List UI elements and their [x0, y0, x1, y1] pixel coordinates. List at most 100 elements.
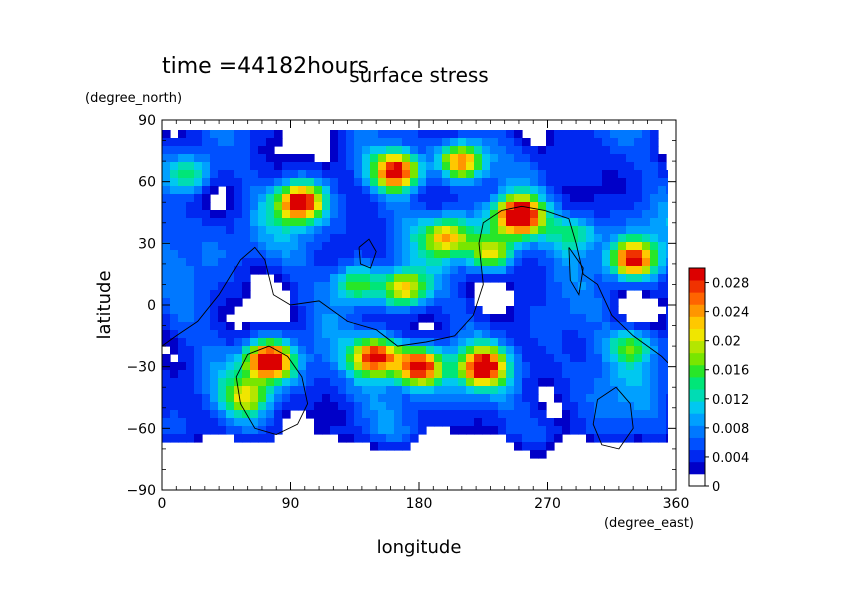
field-cell: [426, 154, 435, 163]
field-cell: [418, 138, 427, 147]
field-cell: [586, 426, 595, 435]
field-cell: [618, 418, 627, 427]
field-cell: [202, 218, 211, 227]
field-cell: [226, 250, 235, 259]
field-cell: [162, 250, 171, 259]
field-cell: [250, 250, 259, 259]
field-cell: [442, 314, 451, 323]
field-cell: [202, 362, 211, 371]
field-cell: [642, 386, 651, 395]
field-cell: [162, 330, 171, 339]
field-cell: [402, 258, 411, 267]
field-cell: [202, 186, 211, 195]
field-cell: [570, 338, 579, 347]
field-cell: [170, 218, 179, 227]
field-cell: [498, 178, 507, 187]
field-cell: [434, 234, 443, 243]
field-cell: [354, 226, 363, 235]
field-cell: [458, 362, 467, 371]
field-cell: [530, 186, 539, 195]
field-cell: [346, 162, 355, 171]
field-cell: [450, 370, 459, 379]
field-cell: [322, 194, 331, 203]
field-cell: [162, 266, 171, 275]
x-tick-label: 360: [663, 496, 690, 512]
field-cell: [642, 354, 651, 363]
field-cell: [394, 154, 403, 163]
field-cell: [410, 410, 419, 419]
field-cell: [562, 298, 571, 307]
field-cell: [450, 338, 459, 347]
field-cell: [242, 162, 251, 171]
field-cell: [666, 338, 668, 347]
field-cell: [586, 330, 595, 339]
field-cell: [218, 410, 227, 419]
field-cell: [530, 178, 539, 187]
field-cell: [178, 330, 187, 339]
field-cell: [410, 202, 419, 211]
field-cell: [242, 186, 251, 195]
field-cell: [170, 378, 179, 387]
field-cell: [426, 346, 435, 355]
field-cell: [234, 226, 243, 235]
field-cell: [410, 154, 419, 163]
field-cell: [458, 378, 467, 387]
field-cell: [666, 362, 668, 371]
field-cell: [530, 394, 539, 403]
field-cell: [666, 178, 668, 187]
field-cell: [234, 426, 243, 435]
field-cell: [498, 170, 507, 179]
field-cell: [322, 282, 331, 291]
field-cell: [218, 418, 227, 427]
field-cell: [514, 170, 523, 179]
field-cell: [594, 186, 603, 195]
field-cell: [594, 410, 603, 419]
field-cell: [530, 162, 539, 171]
field-cell: [306, 186, 315, 195]
field-cell: [666, 210, 668, 219]
field-cell: [290, 226, 299, 235]
field-cell: [386, 170, 395, 179]
field-cell: [498, 322, 507, 331]
field-cell: [314, 354, 323, 363]
field-cell: [586, 418, 595, 427]
field-cell: [530, 314, 539, 323]
field-cell: [666, 402, 668, 411]
field-cell: [218, 362, 227, 371]
field-cell: [618, 330, 627, 339]
field-cell: [506, 394, 515, 403]
field-cell: [370, 138, 379, 147]
field-cell: [386, 434, 395, 443]
field-cell: [570, 314, 579, 323]
field-cell: [562, 290, 571, 299]
field-cell: [434, 338, 443, 347]
field-cell: [586, 146, 595, 155]
field-cell: [466, 354, 475, 363]
chart-subtitle: time =44182hours: [162, 54, 369, 79]
field-cell: [442, 210, 451, 219]
field-cell: [666, 354, 668, 363]
field-cell: [274, 234, 283, 243]
field-cell: [626, 234, 635, 243]
field-cell: [402, 226, 411, 235]
field-cell: [290, 178, 299, 187]
field-cell: [586, 434, 595, 443]
field-cell: [466, 242, 475, 251]
field-cell: [562, 186, 571, 195]
field-cell: [618, 130, 627, 139]
field-cell: [274, 378, 283, 387]
field-cell: [482, 322, 491, 331]
field-cell: [594, 154, 603, 163]
field-cell: [378, 354, 387, 363]
field-cell: [530, 378, 539, 387]
field-cell: [586, 354, 595, 363]
colorbar-swatch: [689, 461, 705, 475]
field-cell: [418, 170, 427, 179]
field-cell: [338, 394, 347, 403]
field-cell: [586, 242, 595, 251]
field-cell: [242, 346, 251, 355]
field-cell: [466, 322, 475, 331]
field-cell: [458, 258, 467, 267]
field-cell: [562, 194, 571, 203]
field-cell: [546, 130, 555, 139]
